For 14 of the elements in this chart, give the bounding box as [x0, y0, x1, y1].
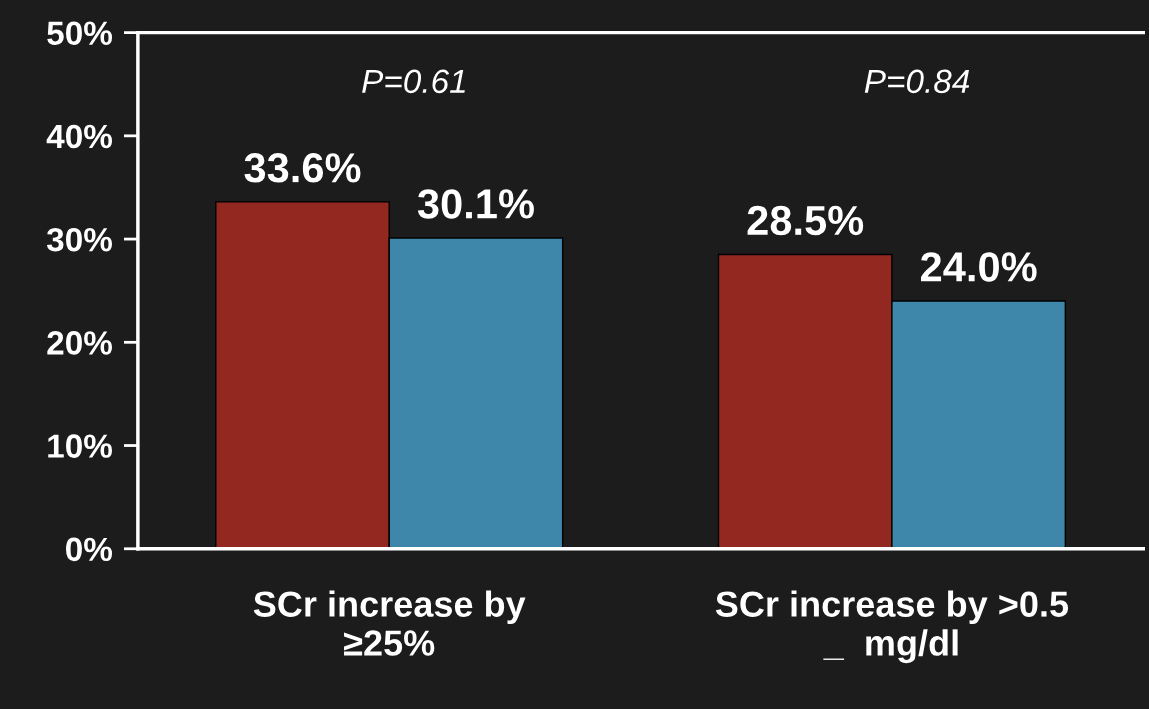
y-tick-label: 50% [47, 21, 112, 46]
annotation: P=0.84 [864, 69, 970, 94]
x-tick-label: SCr increase by ≥25% [253, 590, 526, 656]
x-tick-label: SCr increase by >0.5 _ mg/dl [715, 590, 1069, 664]
text: 33.6% [244, 153, 361, 183]
annotation: P=0.61 [362, 69, 465, 94]
y-tick-label: 40% [46, 124, 112, 149]
y-tick-label: 0% [66, 537, 112, 562]
text: 28.5% [747, 205, 864, 236]
y-tick-label: 20% [47, 331, 112, 355]
text: 24.0% [921, 252, 1037, 282]
y-tick-label: 10% [48, 434, 112, 458]
y-tick-label: 30% [46, 227, 112, 252]
text: 30.1% [417, 189, 534, 219]
